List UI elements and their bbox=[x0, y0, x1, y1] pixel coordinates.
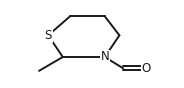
Text: S: S bbox=[45, 29, 52, 42]
Text: N: N bbox=[100, 51, 109, 63]
Text: O: O bbox=[141, 62, 151, 75]
